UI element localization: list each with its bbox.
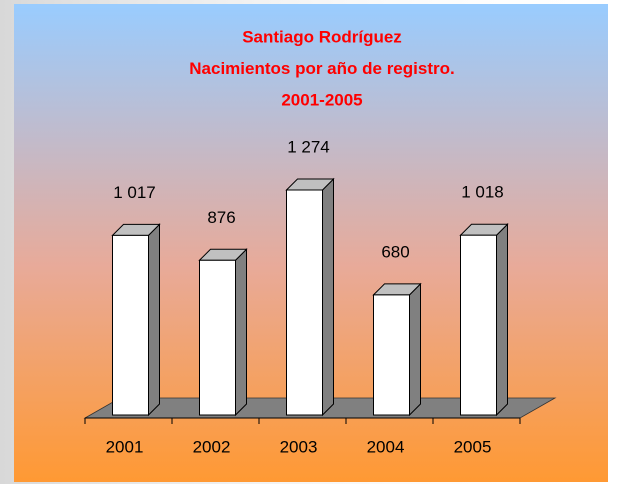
bar-side [496, 223, 508, 417]
bar [460, 234, 497, 416]
x-tick-label: 2001 [106, 437, 144, 456]
value-label: 876 [207, 208, 235, 227]
title: Santiago Rodríguez Nacimientos por año de… [189, 27, 454, 109]
x-tick-label: 2003 [280, 437, 318, 456]
bar [286, 189, 323, 416]
value-label: 1 274 [287, 137, 330, 156]
title-line: Santiago Rodríguez [242, 27, 402, 46]
value-label: 680 [381, 242, 409, 261]
bars: 2001 1 017 2002 876 2003 1 274 2004 680 2005 1 01… [84, 137, 521, 456]
bar-side [235, 248, 247, 417]
value-label: 1 017 [113, 183, 156, 202]
bar-side [409, 282, 421, 417]
value-label: 1 018 [461, 183, 504, 202]
bar [373, 294, 410, 416]
title-line: 2001-2005 [281, 90, 362, 109]
bar [112, 234, 149, 416]
bar-side [148, 223, 160, 417]
x-tick-label: 2005 [454, 437, 492, 456]
x-tick-label: 2004 [367, 437, 405, 456]
title-line: Nacimientos por año de registro. [189, 59, 454, 78]
bar [199, 259, 236, 416]
bar-side [322, 177, 334, 417]
x-tick-label: 2002 [193, 437, 231, 456]
